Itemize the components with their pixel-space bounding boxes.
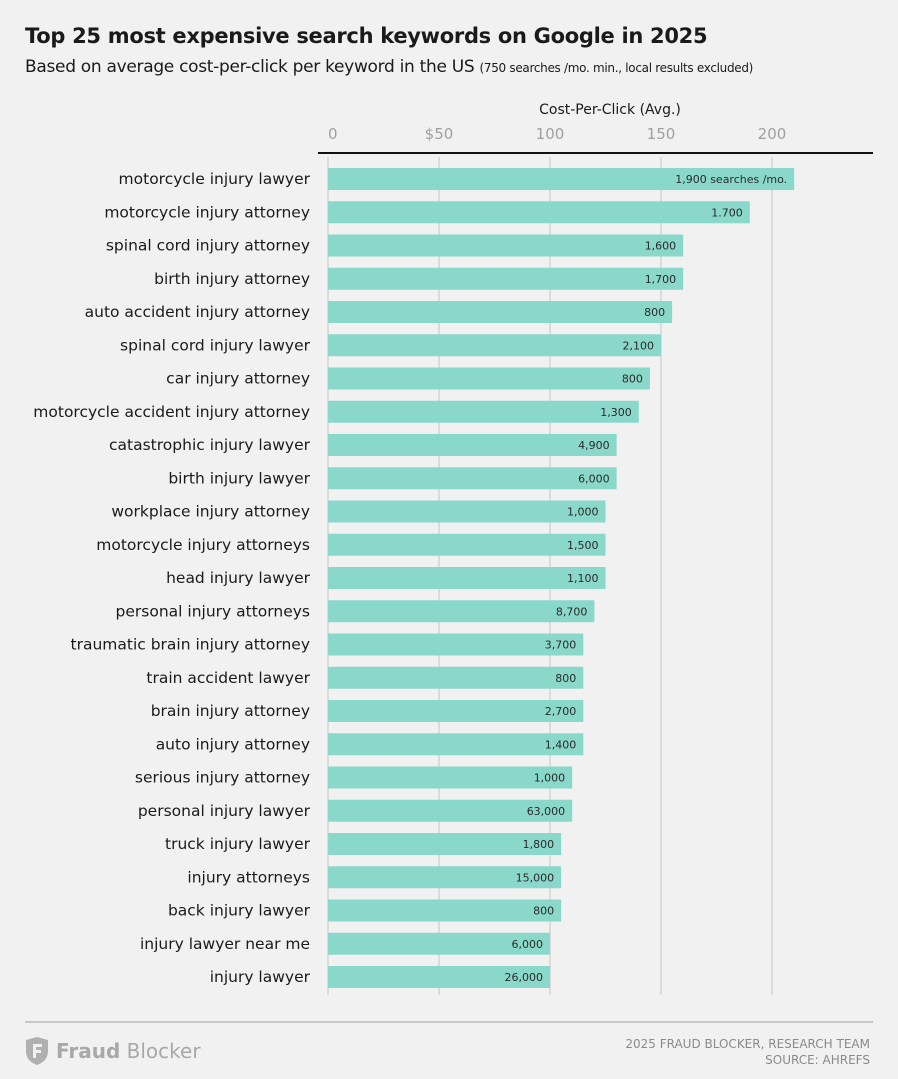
bar [328,201,750,224]
footer-divider [25,1021,873,1023]
subtitle-main: Based on average cost-per-click per keyw… [25,57,475,77]
category-label: motorcycle injury lawyer [119,170,311,188]
x-tick-label: $50 [425,125,454,143]
bar [328,334,661,357]
data-label: 1,500 [567,539,599,552]
bar [328,966,550,988]
credit-line: 2025 FRAUD BLOCKER, RESEARCH TEAM [625,1037,870,1051]
bar [328,567,606,589]
x-tick-label: 0 [328,125,338,143]
data-label: 26,000 [505,971,544,984]
bar [328,666,584,689]
credits: 2025 FRAUD BLOCKER, RESEARCH TEAM SOURCE… [625,1036,870,1068]
bar [328,168,795,190]
category-label: back injury lawyer [168,902,311,920]
bar [328,733,584,756]
bar [328,500,606,523]
shield-icon [26,1037,48,1065]
category-label: injury attorneys [187,868,310,886]
fraud-blocker-logo: Fraud Blocker [24,1036,201,1066]
logo-bold: Fraud [56,1039,121,1063]
x-tick-label: 100 [536,125,565,143]
category-label: auto injury attorney [156,735,310,753]
bar [328,301,673,323]
data-label: 1,900 searches /mo. [675,173,787,186]
data-label: 1,000 [567,506,599,519]
data-label: 800 [533,905,554,918]
bar [328,267,684,290]
data-label: 2,700 [545,705,577,718]
category-label: head injury lawyer [166,569,311,587]
bar [328,633,584,656]
data-label: 3,700 [545,639,577,652]
category-label: motorcycle injury attorneys [96,536,310,554]
data-label: 800 [644,306,665,319]
data-label: 1,300 [600,406,632,419]
bar [328,899,562,922]
category-label: birth injury lawyer [168,469,310,487]
category-label: workplace injury attorney [111,503,310,521]
x-axis-label: Cost-Per-Click (Avg.) [539,102,681,118]
subtitle-note: (750 searches /mo. min., local results e… [479,61,754,75]
chart-title: Top 25 most expensive search keywords on… [25,24,708,48]
category-label: personal injury lawyer [138,802,311,820]
data-label: 4,900 [578,439,610,452]
bar [328,467,617,490]
category-label: spinal cord injury lawyer [120,336,311,354]
data-label: 1,800 [523,838,555,851]
x-tick-label: 200 [758,125,787,143]
category-label: truck injury lawyer [165,835,311,853]
x-tick-label: 150 [647,125,676,143]
category-label: birth injury attorney [154,270,310,288]
data-label: 800 [555,672,576,685]
category-label: catastrophic injury lawyer [109,436,311,454]
data-label: 2,100 [623,339,655,352]
bar [328,533,606,556]
category-label: auto accident injury attorney [85,303,310,321]
bar [328,833,562,855]
category-label: brain injury attorney [151,702,310,720]
data-label: 1.700 [711,206,743,219]
bar [328,600,595,623]
data-label: 1,700 [645,273,677,286]
bar [328,700,584,722]
data-label: 1,600 [645,240,677,253]
bar [328,434,617,456]
bar [328,799,573,822]
category-label: injury lawyer near me [140,935,310,953]
data-label: 63,000 [527,805,566,818]
category-label: personal injury attorneys [116,602,310,620]
data-label: 6,000 [578,472,610,485]
data-label: 1,400 [545,738,577,751]
category-label: train accident lawyer [146,669,310,687]
category-label: motorcycle injury attorney [104,203,310,221]
bar [328,932,550,955]
chart-subtitle: Based on average cost-per-click per keyw… [25,57,753,77]
bar-chart: 0 $50 100 150 200 Cost-Per-Click (Avg.) motorc… [33,102,873,995]
data-label: 1,000 [534,772,566,785]
category-label: traumatic brain injury attorney [71,636,310,654]
bar [328,367,650,390]
bar [328,234,684,257]
bar [328,766,573,789]
category-label: serious injury attorney [135,769,310,787]
data-label: 15,000 [516,871,555,884]
data-label: 800 [622,373,643,386]
bar [328,400,639,423]
data-label: 8,700 [556,605,588,618]
data-label: 6,000 [512,938,544,951]
source-line: SOURCE: AHREFS [765,1053,870,1067]
data-label: 1,100 [567,572,599,585]
category-label: car injury attorney [166,370,310,388]
category-label: injury lawyer [210,968,311,986]
logo-light: Blocker [126,1039,201,1063]
bar [328,866,562,889]
category-label: motorcycle accident injury attorney [33,403,310,421]
category-label: spinal cord injury attorney [106,237,310,255]
